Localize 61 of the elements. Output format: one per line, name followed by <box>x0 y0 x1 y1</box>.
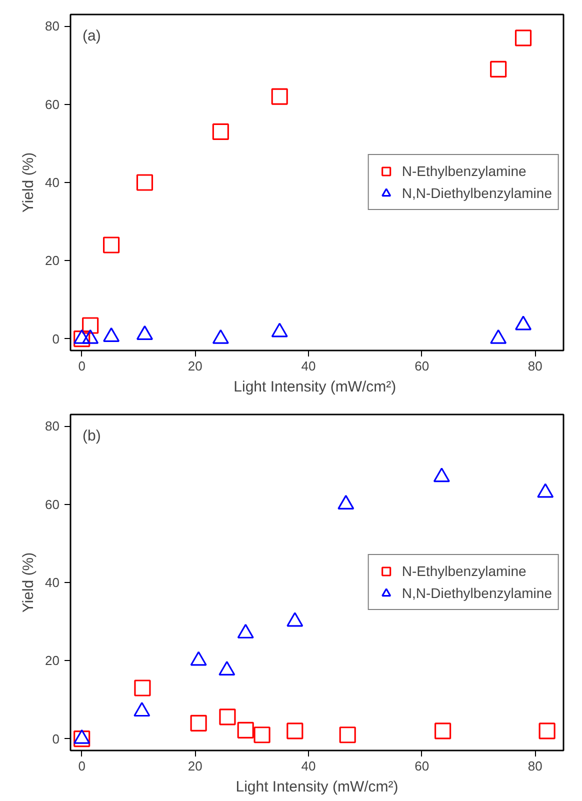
point <box>490 329 507 344</box>
point <box>271 322 288 338</box>
y-tick-label: 80 <box>45 418 60 434</box>
x-tick-label: 60 <box>414 758 430 774</box>
point <box>339 726 356 744</box>
x-tick-label: 20 <box>188 358 202 374</box>
point <box>338 494 354 510</box>
point <box>103 327 120 342</box>
legend-label: N,N-Diethylbenzylamine <box>402 185 552 201</box>
x-tick-label: 0 <box>78 758 86 774</box>
y-tick-label: 40 <box>45 175 60 190</box>
y-tick-label: 0 <box>52 731 60 746</box>
point <box>237 624 254 638</box>
y-axis-title: Yield (%) <box>20 552 38 613</box>
y-tick-label: 60 <box>45 496 60 512</box>
point <box>74 329 90 344</box>
point <box>134 680 151 696</box>
annotation: (a) <box>82 28 101 44</box>
point <box>237 722 254 738</box>
point <box>82 329 99 344</box>
y-tick-label: 0 <box>52 331 60 346</box>
point <box>190 714 207 732</box>
y-tick-label: 20 <box>45 253 60 268</box>
x-tick-label: 40 <box>301 358 316 374</box>
point <box>514 30 532 46</box>
point <box>103 236 120 254</box>
point <box>218 660 236 676</box>
point <box>212 123 229 140</box>
point <box>286 722 304 740</box>
point <box>537 483 554 498</box>
x-tick-label: 80 <box>528 758 542 774</box>
y-tick-label: 80 <box>45 18 60 34</box>
point <box>538 722 556 740</box>
x-axis-title: Light Intensity (mW/cm²) <box>236 778 398 796</box>
point <box>433 468 450 482</box>
point <box>434 722 452 740</box>
point <box>271 88 288 105</box>
y-tick-label: 60 <box>45 96 60 112</box>
point <box>286 612 304 627</box>
x-tick-label: 80 <box>528 358 542 374</box>
y-tick-label: 40 <box>45 575 60 590</box>
x-tick-label: 40 <box>301 758 316 774</box>
annotation: (b) <box>82 428 101 444</box>
point <box>74 730 90 748</box>
point <box>136 325 154 340</box>
point <box>490 60 507 78</box>
point <box>254 726 270 744</box>
point <box>136 174 154 191</box>
point <box>212 329 229 344</box>
x-tick-label: 0 <box>78 358 86 374</box>
y-axis-title: Yield (%) <box>20 152 38 213</box>
x-tick-label: 20 <box>188 758 202 774</box>
point <box>514 316 532 330</box>
x-tick-label: 60 <box>414 358 430 374</box>
legend-label: N-Ethylbenzylamine <box>402 163 526 179</box>
x-axis-title: Light Intensity (mW/cm²) <box>234 378 396 396</box>
y-tick-label: 20 <box>45 653 60 668</box>
legend-label: N-Ethylbenzylamine <box>402 563 526 579</box>
point <box>190 651 207 666</box>
legend-label: N,N-Diethylbenzylamine <box>402 585 552 601</box>
point <box>219 708 236 726</box>
